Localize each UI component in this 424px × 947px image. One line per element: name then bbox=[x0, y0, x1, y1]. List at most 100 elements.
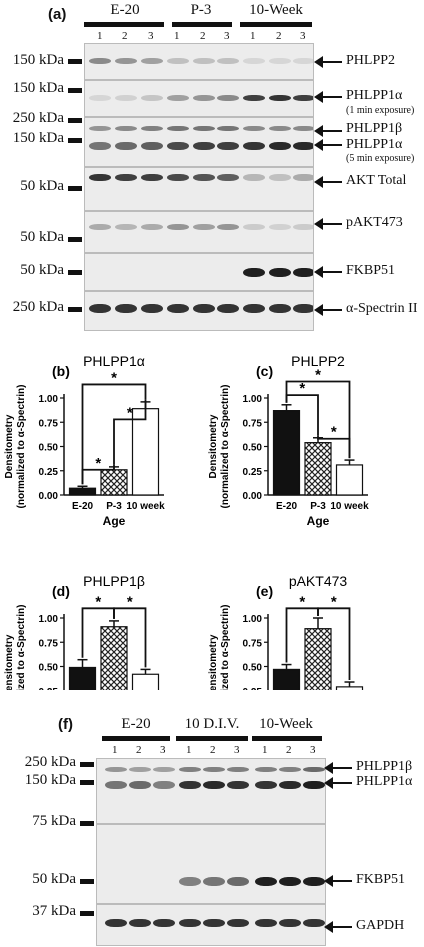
kda-label: 50 kDa bbox=[32, 871, 76, 887]
western-band bbox=[115, 95, 137, 101]
lane-number: 1 bbox=[97, 30, 103, 42]
lane-number: 1 bbox=[112, 744, 118, 756]
panel-f-letter: (f) bbox=[58, 716, 73, 733]
y-tick-label: 0.75 bbox=[39, 638, 59, 649]
significance-star: * bbox=[95, 455, 101, 472]
group-label-p3: P-3 bbox=[190, 2, 212, 18]
western-band bbox=[153, 781, 175, 789]
y-tick-label: 1.00 bbox=[243, 614, 263, 625]
western-band bbox=[227, 877, 249, 886]
western-band bbox=[89, 268, 111, 277]
western-band bbox=[255, 877, 277, 886]
western-band bbox=[193, 126, 215, 131]
western-band bbox=[129, 767, 151, 772]
group-bar-p3 bbox=[172, 22, 232, 27]
western-band bbox=[293, 174, 313, 181]
western-band bbox=[203, 781, 225, 789]
western-band bbox=[141, 174, 163, 181]
y-tick-label: 0.50 bbox=[243, 443, 263, 454]
y-axis-label-sub: (normalized to α-Spectrin) bbox=[16, 605, 27, 690]
western-band bbox=[179, 919, 201, 927]
kda-label: 50 kDa bbox=[20, 262, 64, 278]
protein-label: PHLPP1β bbox=[346, 121, 403, 136]
kda-marker bbox=[80, 911, 94, 916]
kda-marker bbox=[68, 237, 82, 242]
western-band bbox=[89, 126, 111, 131]
western-band bbox=[255, 781, 277, 789]
kda-marker bbox=[68, 59, 82, 64]
x-axis-label: Age bbox=[307, 514, 330, 528]
western-band bbox=[303, 877, 325, 886]
western-band bbox=[217, 126, 239, 131]
western-band bbox=[167, 268, 189, 277]
western-band bbox=[141, 142, 163, 150]
western-band bbox=[167, 304, 189, 313]
western-band bbox=[193, 58, 215, 64]
y-tick-label: 0.00 bbox=[39, 491, 59, 502]
western-band bbox=[105, 919, 127, 927]
bar bbox=[304, 628, 332, 690]
arrow-icon bbox=[314, 139, 342, 151]
group-bar-10week bbox=[252, 736, 322, 741]
western-band bbox=[193, 174, 215, 181]
kda-marker bbox=[68, 88, 82, 93]
protein-label: GAPDH bbox=[356, 918, 405, 933]
group-bar-e20 bbox=[84, 22, 164, 27]
western-band bbox=[105, 877, 127, 886]
western-band bbox=[115, 304, 137, 313]
kda-label: 50 kDa bbox=[20, 178, 64, 194]
arrow-icon bbox=[324, 921, 352, 933]
lane-number: 1 bbox=[174, 30, 180, 42]
western-band bbox=[153, 877, 175, 886]
western-band bbox=[105, 767, 127, 772]
group-bar-10week bbox=[240, 22, 312, 27]
lane-number: 2 bbox=[210, 744, 216, 756]
western-band bbox=[141, 95, 163, 101]
blot-phlpp1b-phlpp1a-5min bbox=[84, 117, 314, 167]
kda-label: 75 kDa bbox=[32, 813, 76, 829]
kda-label: 150 kDa bbox=[12, 130, 64, 146]
western-band bbox=[269, 268, 291, 277]
lane-number: 3 bbox=[148, 30, 154, 42]
western-band bbox=[203, 919, 225, 927]
bar bbox=[68, 487, 97, 496]
significance-bracket bbox=[113, 399, 147, 465]
y-axis-label: Densitometry bbox=[208, 634, 219, 690]
western-band bbox=[141, 126, 163, 131]
significance-star: * bbox=[315, 367, 321, 384]
protein-label: FKBP51 bbox=[356, 872, 406, 887]
bar bbox=[335, 686, 364, 690]
western-band bbox=[303, 767, 325, 772]
western-band bbox=[255, 767, 277, 772]
panel-a-letter: (a) bbox=[48, 6, 67, 23]
y-tick-label: 0.75 bbox=[39, 418, 59, 429]
arrow-icon bbox=[314, 176, 342, 188]
significance-star: * bbox=[331, 424, 337, 441]
protein-label: PHLPP1α bbox=[346, 88, 403, 103]
chart-letter: (e) bbox=[256, 583, 273, 599]
x-tick-label: E-20 bbox=[72, 501, 94, 512]
western-band bbox=[293, 268, 313, 277]
lane-number: 1 bbox=[250, 30, 256, 42]
western-band bbox=[167, 126, 189, 131]
western-band bbox=[269, 58, 291, 64]
x-tick-label: P-3 bbox=[106, 501, 122, 512]
kda-label: 250 kDa bbox=[24, 754, 76, 770]
western-band bbox=[293, 142, 313, 150]
bar bbox=[68, 666, 97, 690]
arrow-icon bbox=[314, 304, 342, 316]
western-band bbox=[293, 58, 313, 64]
western-band bbox=[141, 304, 163, 313]
western-band bbox=[243, 58, 265, 64]
bar bbox=[100, 469, 128, 496]
western-band bbox=[179, 877, 201, 886]
group-label-10week: 10-Week bbox=[249, 2, 303, 18]
protein-label: PHLPP1α bbox=[356, 774, 413, 789]
arrow-icon bbox=[324, 762, 352, 774]
blot-phlpp1a-1min bbox=[84, 80, 314, 117]
blot-f-gapdh bbox=[96, 904, 326, 946]
western-band bbox=[293, 304, 313, 313]
western-band bbox=[115, 174, 137, 181]
exposure-note: (5 min exposure) bbox=[346, 153, 415, 164]
chart-title: pAKT473 bbox=[289, 573, 348, 589]
